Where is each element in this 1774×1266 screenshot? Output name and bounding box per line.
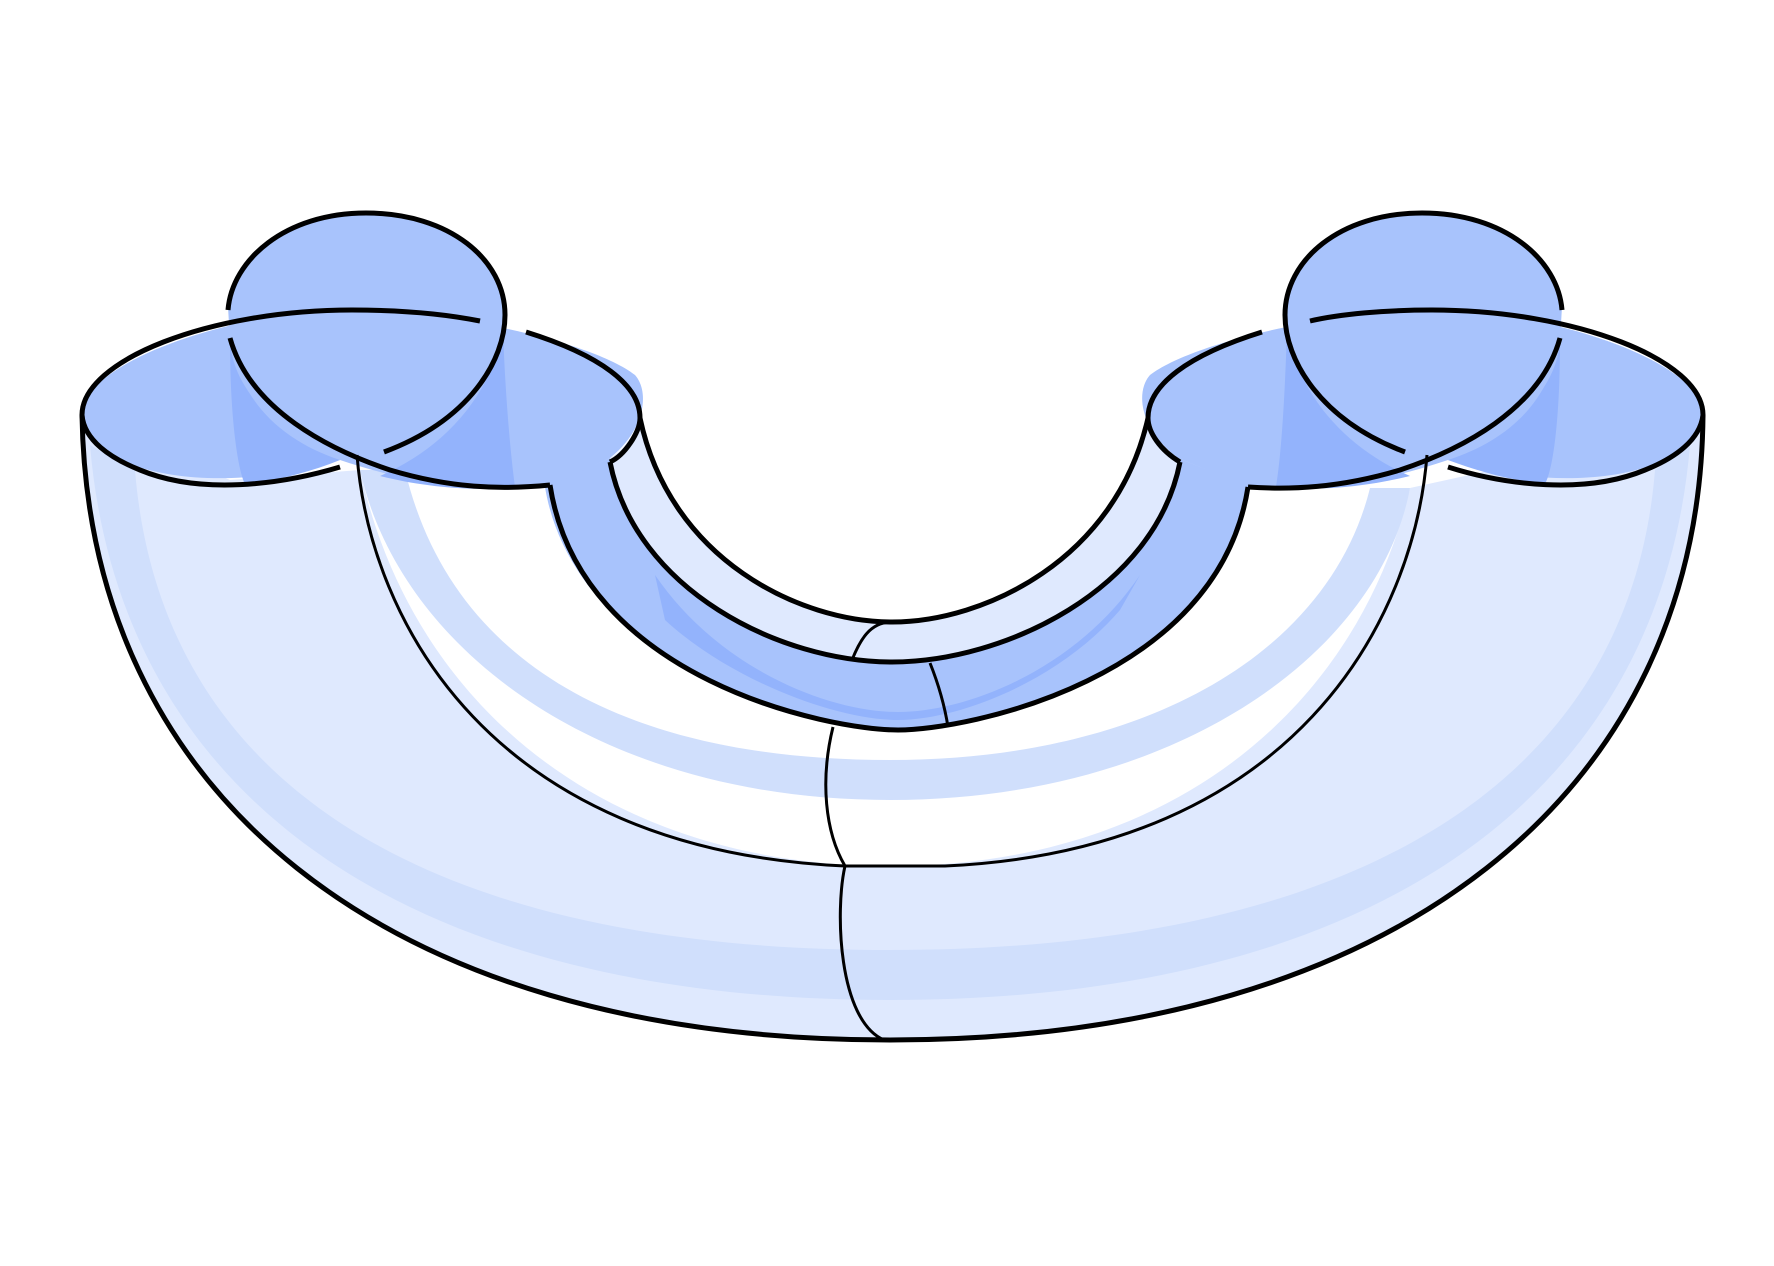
outer-band-inner (360, 470, 1410, 800)
left-knob-line (225, 210, 508, 455)
right-knob (1285, 213, 1562, 460)
right-knob-line (1282, 210, 1565, 455)
trench-outer-line (547, 484, 1251, 733)
left-knob (228, 213, 505, 460)
trench-seam-line (928, 662, 950, 728)
left-meridian-line (355, 454, 846, 868)
right-top-shadow-a (1448, 340, 1560, 484)
center-seam-lower-line (838, 865, 885, 1042)
left-rim-right-line (525, 329, 643, 465)
trench-wall (545, 458, 1250, 730)
right-knob-front-line (1247, 337, 1563, 491)
right-rim-left-line (1145, 329, 1263, 465)
trench-shadow (655, 575, 1140, 720)
outer-surface (82, 415, 1703, 1040)
outer-silhouette-line (79, 414, 1706, 1043)
left-rim-upper-line (79, 307, 481, 416)
right-rim-upper-line (1309, 307, 1706, 416)
right-top-shadow-b (1276, 330, 1410, 489)
left-knob-front-line (227, 337, 551, 490)
outline-strokes (79, 210, 1706, 1043)
trench-lower-line (607, 461, 1183, 665)
center-seam-upper-line (824, 726, 847, 867)
floor-seam-line (850, 620, 893, 661)
left-top-shadow-a (230, 340, 340, 484)
right-rim-lower-line (1447, 414, 1706, 488)
left-top-shadow-b (380, 330, 515, 489)
right-meridian-line (845, 454, 1429, 868)
left-rim-lower-line (79, 414, 341, 488)
trench-floor (610, 418, 1178, 662)
